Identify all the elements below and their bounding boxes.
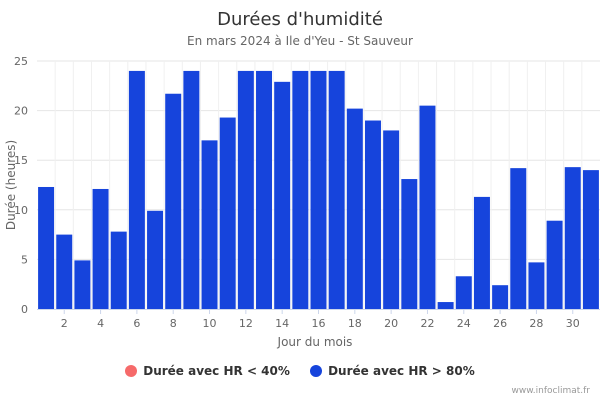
bar-series1-day-16[interactable]	[310, 70, 327, 309]
bar-series1-day-12[interactable]	[237, 70, 254, 309]
y-tick-label: 10	[14, 204, 28, 217]
bar-series1-day-10[interactable]	[201, 140, 218, 309]
bar-series1-day-29[interactable]	[546, 220, 563, 309]
bar-series1-day-28[interactable]	[528, 262, 545, 309]
x-axis-title: Jour du mois	[277, 335, 353, 349]
legend-dot-high-humidity	[310, 365, 323, 377]
x-tick-label: 6	[133, 317, 140, 330]
bar-series1-day-14[interactable]	[274, 81, 291, 309]
bar-series1-day-5[interactable]	[110, 231, 127, 309]
x-tick-label: 8	[170, 317, 177, 330]
x-tick-label: 4	[97, 317, 104, 330]
y-tick-label: 15	[14, 154, 28, 167]
legend-dot-low-humidity	[125, 365, 138, 377]
bar-series1-day-17[interactable]	[328, 70, 345, 309]
bar-series1-day-31[interactable]	[582, 170, 599, 309]
bar-series1-day-30[interactable]	[564, 167, 581, 309]
x-tick-label: 20	[384, 317, 398, 330]
bar-series1-day-11[interactable]	[219, 117, 236, 309]
credit-link[interactable]: www.infoclimat.fr	[511, 386, 591, 396]
bar-series1-day-4[interactable]	[92, 188, 109, 309]
bar-series1-day-22[interactable]	[419, 105, 436, 309]
bars	[38, 70, 599, 310]
bar-series1-day-13[interactable]	[256, 70, 273, 309]
chart-subtitle: En mars 2024 à Ile d'Yeu - St Sauveur	[187, 34, 413, 48]
bar-series1-day-20[interactable]	[383, 130, 400, 309]
bar-series1-day-2[interactable]	[56, 234, 73, 309]
x-tick-label: 30	[566, 317, 580, 330]
x-tick-label: 12	[239, 317, 253, 330]
bar-series1-day-1[interactable]	[38, 186, 55, 309]
y-tick-label: 5	[21, 253, 28, 266]
bar-series1-day-25[interactable]	[473, 196, 490, 309]
bar-series1-day-26[interactable]	[492, 285, 509, 309]
x-tick-label: 26	[493, 317, 507, 330]
bar-series1-day-23[interactable]	[437, 302, 454, 309]
legend-label-low-humidity: Durée avec HR < 40%	[143, 364, 290, 378]
x-tick-label: 22	[420, 317, 434, 330]
bar-series1-day-8[interactable]	[165, 93, 182, 310]
x-tick-label: 2	[61, 317, 68, 330]
bar-series1-day-3[interactable]	[74, 260, 91, 309]
x-tick-label: 24	[457, 317, 471, 330]
legend: Durée avec HR < 40% Durée avec HR > 80%	[0, 364, 600, 380]
legend-item-high-humidity[interactable]: Durée avec HR > 80%	[310, 364, 475, 378]
x-tick-label: 28	[529, 317, 543, 330]
bar-series1-day-9[interactable]	[183, 70, 200, 309]
bar-series1-day-19[interactable]	[364, 120, 381, 310]
x-tick-label: 10	[203, 317, 217, 330]
legend-item-low-humidity[interactable]: Durée avec HR < 40%	[125, 364, 290, 378]
bar-series1-day-27[interactable]	[510, 168, 527, 309]
bar-series1-day-21[interactable]	[401, 179, 418, 309]
chart-title: Durées d'humidité	[217, 9, 383, 30]
legend-label-high-humidity: Durée avec HR > 80%	[328, 364, 475, 378]
x-tick-label: 16	[312, 317, 326, 330]
grid-lines	[37, 60, 600, 309]
x-tick-label: 14	[275, 317, 289, 330]
bar-series1-day-18[interactable]	[346, 108, 363, 309]
y-tick-label: 0	[21, 303, 28, 316]
y-tick-label: 25	[14, 55, 28, 68]
bar-series1-day-15[interactable]	[292, 70, 309, 309]
bar-series1-day-7[interactable]	[147, 210, 164, 309]
bar-series1-day-24[interactable]	[455, 276, 472, 309]
x-tick-label: 18	[348, 317, 362, 330]
y-axis-title: Durée (heures)	[4, 140, 18, 230]
y-tick-label: 20	[14, 105, 28, 118]
bar-series1-day-6[interactable]	[128, 70, 145, 309]
